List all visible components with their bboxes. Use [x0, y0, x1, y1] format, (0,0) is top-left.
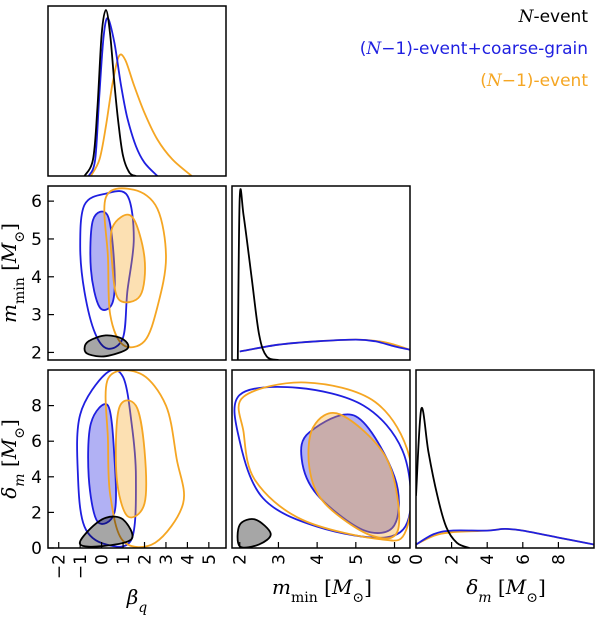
x-tick-label-beta_q: −1 — [71, 554, 91, 579]
legend-entry-N1cg: (N−1)-event+coarse-grain — [360, 39, 588, 59]
contour-panel-beta_q__delta_m — [47, 369, 227, 549]
contour-inner-N1 — [109, 213, 146, 304]
y-axis-label-m_min: mmin [M⊙] — [0, 223, 28, 323]
contour-outer-N — [236, 518, 272, 548]
x-axis-label-m_min: mmin [M⊙] — [272, 575, 372, 606]
x-tick-label-delta_m: 4 — [478, 554, 498, 565]
marginal-panel-delta_m — [415, 369, 595, 549]
x-tick-label-m_min: 2 — [231, 554, 251, 565]
contour-outer-N — [78, 515, 134, 548]
panel-frame — [231, 369, 411, 549]
x-tick-label-m_min: 6 — [386, 554, 406, 565]
panel-frame — [47, 185, 227, 361]
contour-panel-m_min__delta_m — [231, 369, 411, 549]
contour-inner-N1cg — [300, 413, 400, 534]
y-tick-label-delta_m: 8 — [31, 397, 42, 417]
x-tick-label-delta_m: 2 — [443, 554, 463, 565]
panel-frame — [415, 369, 595, 549]
marginal-curve-beta_q-N1cg — [87, 17, 159, 176]
x-tick-label-delta_m: 0 — [407, 554, 427, 565]
x-tick-label-beta_q: 1 — [114, 554, 134, 565]
x-tick-label-beta_q: 0 — [93, 554, 113, 565]
x-tick-label-delta_m: 8 — [549, 554, 569, 565]
panel-frame — [47, 5, 227, 177]
x-tick-label-m_min: 3 — [269, 554, 289, 565]
y-axis-label-delta_m: δm [M⊙] — [0, 419, 28, 499]
legend-entry-N1: (N−1)-event — [480, 71, 588, 91]
marginal-curve-delta_m-N — [416, 407, 470, 548]
contour-outer-N1cg — [79, 190, 135, 350]
y-tick-label-m_min: 6 — [31, 192, 42, 212]
legend-entry-N: N-event — [518, 7, 589, 27]
contour-outer-N1 — [103, 187, 167, 349]
contour-inner-N1cg — [87, 403, 117, 525]
y-tick-label-m_min: 3 — [31, 306, 42, 326]
contour-panel-beta_q__m_min — [47, 185, 227, 361]
y-tick-label-delta_m: 4 — [31, 468, 42, 488]
y-tick-label-delta_m: 6 — [31, 432, 42, 452]
contour-outer-N1 — [104, 370, 185, 548]
y-tick-label-m_min: 4 — [31, 268, 42, 288]
marginal-panel-m_min — [231, 185, 411, 361]
marginal-curve-beta_q-N — [83, 9, 137, 176]
marginal-curve-beta_q-N1 — [90, 53, 193, 176]
x-tick-label-m_min: 4 — [308, 554, 328, 565]
y-tick-label-delta_m: 2 — [31, 503, 42, 523]
x-tick-label-m_min: 5 — [347, 554, 367, 565]
marginal-curve-m_min-N — [236, 188, 279, 360]
x-tick-label-beta_q: 3 — [157, 554, 177, 565]
y-tick-label-m_min: 2 — [31, 343, 42, 363]
panel-frame — [231, 185, 411, 361]
x-tick-label-delta_m: 6 — [514, 554, 534, 565]
x-tick-label-beta_q: 4 — [178, 554, 198, 565]
x-tick-label-beta_q: 5 — [200, 554, 220, 565]
contour-outer-N1cg — [233, 385, 410, 539]
x-tick-label-beta_q: −2 — [50, 554, 70, 579]
x-tick-label-beta_q: 2 — [136, 554, 156, 565]
y-tick-label-m_min: 5 — [31, 230, 42, 250]
contour-outer-N1 — [237, 381, 410, 542]
panel-frame — [47, 369, 227, 549]
marginal-curve-delta_m-N1cg — [416, 527, 594, 546]
contour-inner-N1 — [114, 399, 148, 519]
contour-outer-N1cg — [76, 370, 137, 548]
y-tick-label-delta_m: 0 — [31, 539, 42, 559]
marginal-panel-beta_q — [47, 5, 227, 177]
contour-outer-N — [83, 334, 130, 358]
x-axis-label-beta_q: βq — [126, 585, 148, 616]
x-axis-label-delta_m: δm [M⊙] — [466, 575, 546, 606]
contour-inner-N1 — [307, 412, 401, 540]
marginal-curve-m_min-N1cg — [239, 338, 410, 353]
